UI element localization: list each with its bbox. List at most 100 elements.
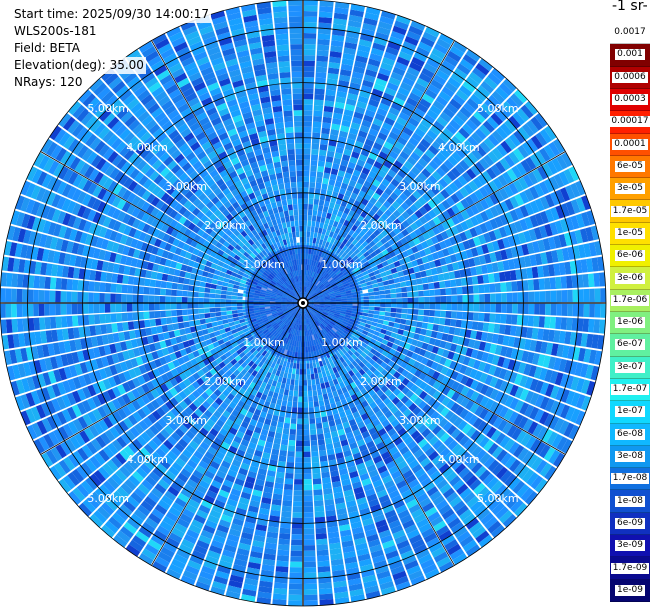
- range-gate-cell: [93, 303, 100, 314]
- range-gate-cell: [406, 286, 413, 292]
- range-gate-cell: [352, 116, 363, 125]
- range-gate-cell: [540, 252, 548, 265]
- range-gate-cell: [479, 198, 490, 210]
- range-gate-cell: [281, 400, 288, 407]
- range-gate-cell: [545, 209, 555, 223]
- range-gate-cell: [171, 316, 178, 324]
- range-gate-cell: [308, 407, 315, 414]
- range-gate-cell: [468, 71, 483, 85]
- range-gate-cell: [600, 288, 606, 303]
- range-gate-cell: [232, 313, 239, 318]
- range-gate-cell: [402, 146, 413, 156]
- range-gate-cell: [401, 228, 410, 237]
- range-gate-cell: [406, 97, 419, 108]
- range-gate-cell: [369, 299, 375, 303]
- range-gate-cell: [556, 303, 562, 316]
- range-gate-cell: [376, 263, 384, 270]
- range-gate-cell: [369, 303, 375, 307]
- range-gate-cell: [288, 367, 293, 374]
- range-gate-cell: [367, 258, 375, 265]
- range-gate-cell: [414, 209, 424, 219]
- range-gate-cell: [378, 21, 393, 31]
- range-gate-cell: [396, 183, 406, 193]
- range-gate-cell: [365, 229, 373, 237]
- range-gate-cell: [406, 216, 415, 225]
- range-gate-cell: [326, 83, 337, 91]
- range-gate-cell: [334, 215, 341, 223]
- range-gate-cell: [550, 290, 557, 303]
- range-gate-cell: [311, 220, 316, 227]
- range-gate-cell: [308, 203, 314, 210]
- range-gate-cell: [461, 286, 469, 295]
- range-gate-cell: [411, 112, 423, 123]
- range-gate-cell: [409, 203, 419, 213]
- range-gate-cell: [308, 198, 314, 205]
- range-gate-cell: [303, 391, 308, 397]
- range-gate-cell: [470, 247, 479, 257]
- range-gate-cell: [583, 288, 590, 303]
- range-gate-cell: [278, 533, 291, 540]
- range-gate-cell: [444, 81, 458, 94]
- range-gate-cell: [423, 290, 430, 297]
- range-gate-cell: [505, 314, 513, 325]
- range-gate-cell: [316, 177, 323, 184]
- range-gate-cell: [396, 253, 404, 261]
- range-gate-cell: [560, 317, 568, 330]
- range-gate-cell: [363, 193, 372, 202]
- range-gate-cell: [428, 260, 436, 269]
- range-gate-cell: [383, 51, 397, 61]
- range-gate-cell: [325, 229, 331, 237]
- range-gate-cell: [394, 174, 404, 183]
- range-gate-cell: [313, 198, 320, 206]
- range-gate-cell: [303, 71, 315, 78]
- range-gate-cell: [394, 20, 409, 31]
- range-gate-cell: [44, 303, 50, 316]
- range-gate-cell: [489, 193, 500, 205]
- range-gate-cell: [372, 192, 381, 201]
- range-gate-cell: [99, 292, 105, 303]
- range-gate-cell: [385, 307, 392, 312]
- range-gate-cell: [461, 311, 469, 320]
- range-gate-cell: [433, 281, 440, 289]
- range-gate-cell: [71, 315, 79, 327]
- range-gate-cell: [393, 218, 402, 227]
- range-gate-cell: [456, 110, 469, 123]
- range-gate-cell: [472, 285, 480, 294]
- range-gate-cell: [303, 22, 317, 28]
- range-gate-cell: [315, 533, 328, 540]
- range-gate-cell: [378, 267, 386, 274]
- range-gate-cell: [509, 209, 519, 222]
- range-gate-cell: [397, 136, 408, 146]
- range-gate-cell: [409, 273, 417, 280]
- range-gate-cell: [350, 76, 363, 85]
- range-gate-cell: [455, 319, 462, 328]
- range-gate-cell: [324, 94, 336, 102]
- range-gate-cell: [574, 229, 584, 244]
- range-gate-cell: [314, 373, 319, 380]
- range-gate-cell: [390, 30, 405, 41]
- range-gate-cell: [303, 209, 308, 215]
- range-gate-cell: [393, 322, 400, 329]
- range-gate-cell: [520, 268, 528, 280]
- range-gate-cell: [327, 145, 336, 153]
- range-gate-cell: [148, 303, 155, 311]
- range-gate-cell: [335, 198, 343, 206]
- range-gate-cell: [363, 299, 370, 303]
- range-gate-cell: [324, 161, 333, 169]
- range-gate-cell: [527, 279, 535, 291]
- range-gate-cell: [288, 583, 303, 590]
- range-gate-cell: [515, 269, 523, 280]
- range-gate-cell: [317, 394, 324, 401]
- range-gate-cell: [529, 200, 540, 214]
- range-gate-cell: [452, 115, 465, 127]
- range-gate-cell: [355, 227, 362, 235]
- range-gate-cell: [318, 22, 332, 29]
- range-gate-cell: [571, 275, 579, 289]
- range-gate-cell: [386, 196, 395, 205]
- range-gate-cell: [586, 210, 596, 226]
- range-gate-cell: [457, 295, 463, 303]
- range-gate-cell: [283, 422, 290, 429]
- range-gate-cell: [500, 282, 507, 292]
- range-gate-cell: [582, 318, 590, 333]
- range-gate-cell: [290, 418, 297, 425]
